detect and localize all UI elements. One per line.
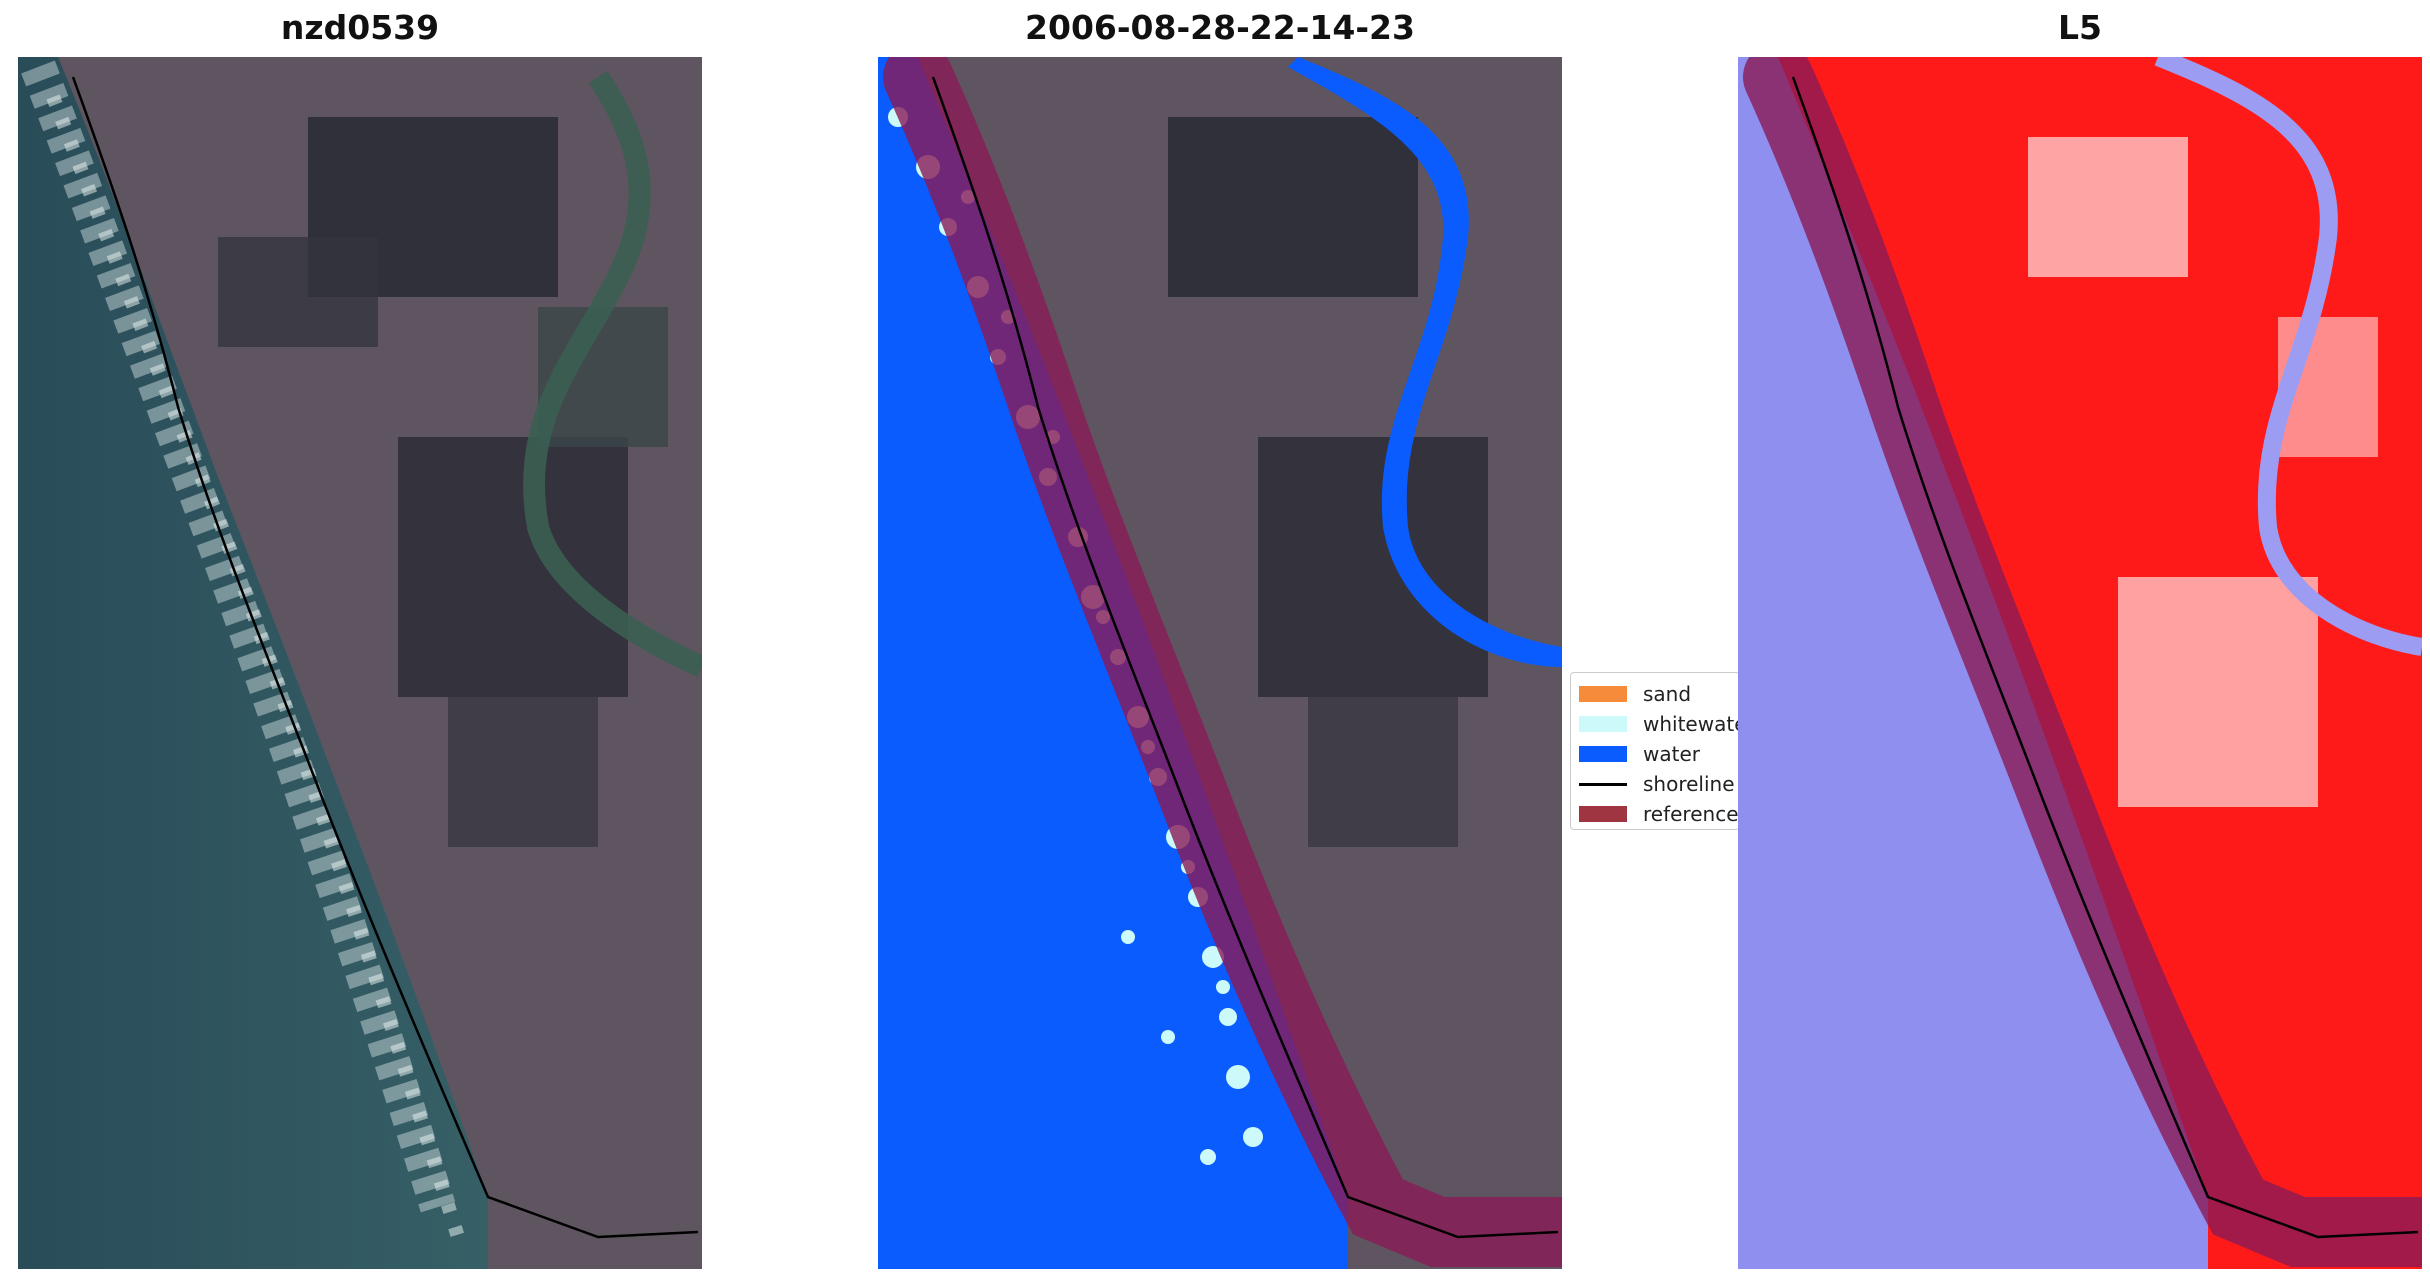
- legend-label: whitewate: [1643, 712, 1740, 736]
- legend-label: sand: [1643, 682, 1692, 706]
- ocean-area: [18, 57, 488, 1269]
- water-swatch: [1579, 746, 1627, 762]
- legend-label: reference: [1643, 802, 1739, 826]
- middle-panel-title: 2006-08-28-22-14-23: [1025, 8, 1415, 47]
- reference-band: [1743, 57, 2422, 1267]
- classification-image: [878, 57, 1562, 1269]
- right-panel-title: L5: [2058, 8, 2102, 47]
- rgb-satellite-image: [18, 57, 702, 1269]
- reference-swatch: [1579, 806, 1627, 822]
- legend-label: water: [1643, 742, 1700, 766]
- shoreline: [71, 76, 699, 1239]
- water-class-river: [1288, 57, 1562, 667]
- index-map-image: [1738, 57, 2422, 1269]
- sand-swatch: [1579, 686, 1627, 702]
- shoreline-swatch: [1579, 782, 1627, 786]
- legend-item-reference: reference: [1579, 799, 1739, 829]
- whitewater-swatch: [1579, 716, 1627, 732]
- legend-item-shoreline: shoreline: [1579, 769, 1735, 799]
- shoreline: [931, 76, 1559, 1239]
- legend-item-sand: sand: [1579, 679, 1731, 709]
- legend-label: shoreline: [1643, 772, 1735, 796]
- legend-item-whitewater: whitewate: [1579, 709, 1739, 739]
- river-index: [2154, 57, 2422, 656]
- shoreline: [1791, 76, 2419, 1239]
- left-panel-title: nzd0539: [280, 8, 440, 47]
- reference-band: [883, 57, 1562, 1267]
- legend: sand whitewate water shoreline reference: [1570, 672, 1740, 830]
- legend-item-water: water: [1579, 739, 1731, 769]
